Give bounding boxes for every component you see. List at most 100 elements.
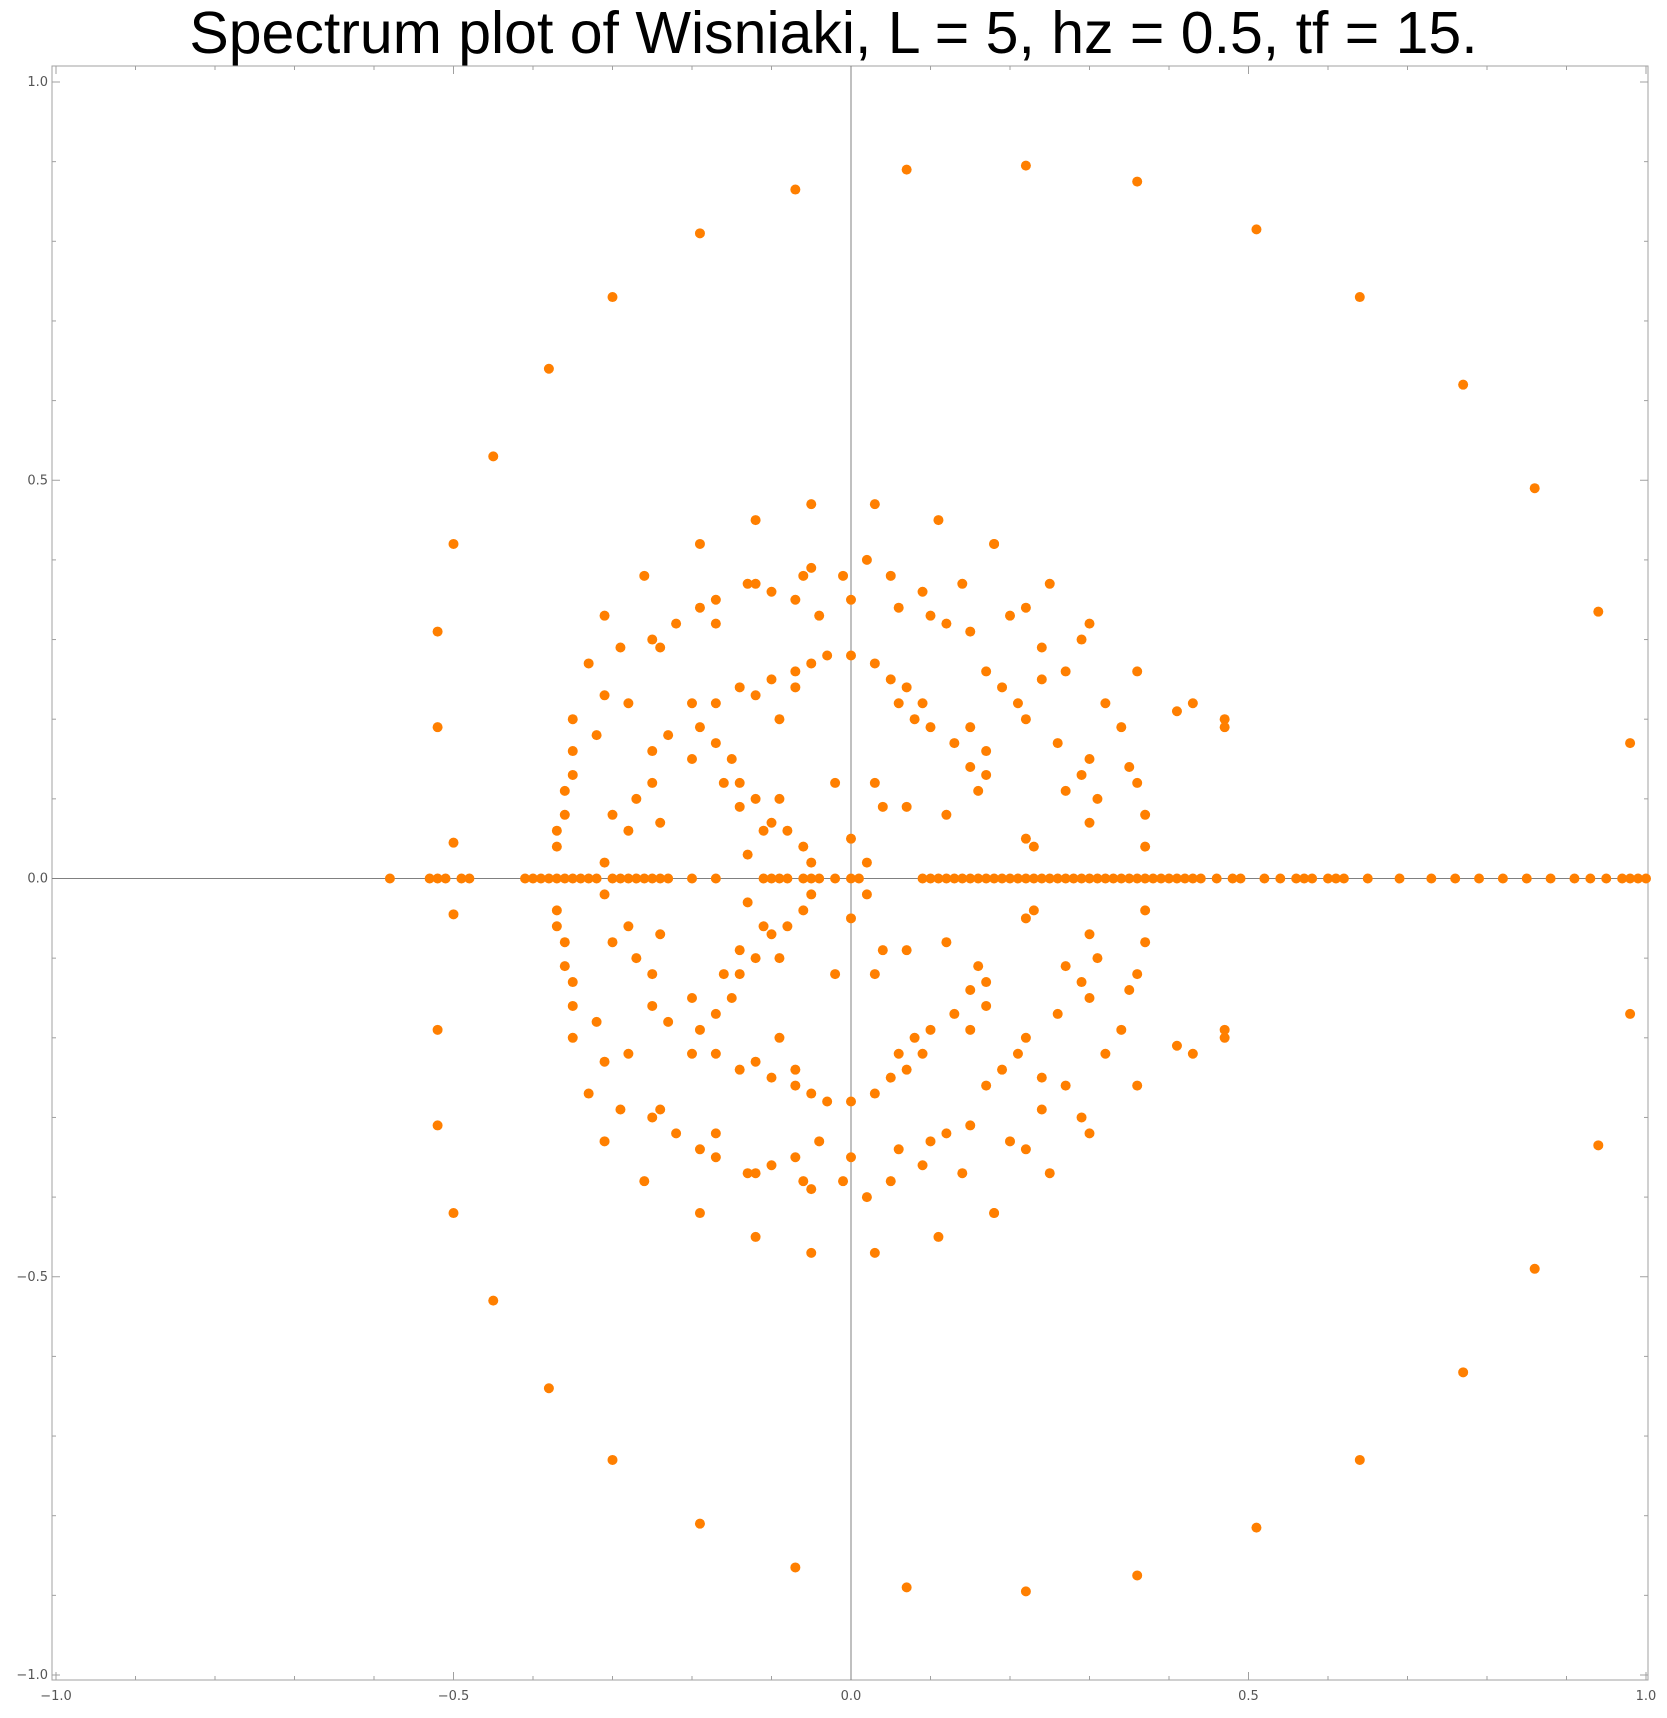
data-point bbox=[758, 825, 769, 836]
data-point bbox=[790, 594, 801, 605]
data-point bbox=[1251, 224, 1262, 235]
data-point bbox=[1005, 610, 1015, 621]
y-tick-label: 1.0 bbox=[27, 75, 48, 90]
data-point bbox=[710, 1128, 721, 1139]
data-point bbox=[917, 1160, 928, 1171]
data-point bbox=[1124, 873, 1135, 884]
data-point bbox=[853, 873, 864, 884]
data-point bbox=[734, 682, 745, 693]
data-point bbox=[1529, 1263, 1540, 1274]
data-point bbox=[1092, 793, 1103, 804]
x-tick-label: 1.0 bbox=[1636, 1689, 1657, 1704]
data-point bbox=[798, 873, 809, 884]
data-point bbox=[830, 873, 841, 884]
data-point bbox=[766, 1072, 777, 1083]
data-point bbox=[1036, 873, 1047, 884]
data-point bbox=[1020, 873, 1031, 884]
data-point bbox=[877, 801, 888, 812]
data-point bbox=[543, 1383, 554, 1394]
data-point bbox=[1084, 1128, 1095, 1139]
data-point bbox=[1569, 873, 1580, 884]
data-point bbox=[750, 793, 761, 804]
data-point bbox=[806, 1247, 817, 1258]
data-point bbox=[1235, 873, 1246, 884]
data-point bbox=[1585, 873, 1596, 884]
data-point bbox=[583, 658, 594, 669]
data-point bbox=[1211, 873, 1222, 884]
data-point bbox=[846, 594, 856, 605]
data-point bbox=[1020, 714, 1031, 725]
data-point bbox=[790, 1080, 801, 1091]
data-point bbox=[1132, 666, 1143, 677]
data-point bbox=[687, 992, 697, 1003]
data-point bbox=[543, 873, 554, 884]
data-point bbox=[551, 921, 562, 932]
data-point bbox=[750, 1231, 761, 1242]
data-point bbox=[1156, 873, 1167, 884]
data-point bbox=[869, 969, 880, 980]
data-point bbox=[925, 610, 936, 621]
data-point bbox=[1307, 873, 1318, 884]
data-point bbox=[846, 833, 856, 844]
data-point bbox=[1219, 714, 1230, 725]
data-point bbox=[806, 1184, 817, 1195]
data-point bbox=[893, 698, 904, 709]
data-point bbox=[567, 714, 578, 725]
data-point bbox=[488, 1295, 499, 1306]
data-point bbox=[448, 538, 459, 549]
data-point bbox=[559, 785, 570, 796]
data-point bbox=[647, 1000, 658, 1011]
y-tick-labels: −1.0 −0.5 0.0 0.5 1.0 bbox=[16, 75, 48, 1683]
data-point bbox=[989, 538, 1000, 549]
y-tick-label: 0.5 bbox=[27, 473, 48, 488]
data-point bbox=[1625, 738, 1636, 749]
data-point bbox=[599, 610, 610, 621]
data-point bbox=[671, 1128, 682, 1139]
data-point bbox=[846, 650, 856, 661]
series-inner-ring bbox=[384, 650, 1651, 1107]
data-point bbox=[1299, 873, 1310, 884]
data-point bbox=[694, 1024, 705, 1035]
data-point bbox=[750, 515, 761, 526]
data-point bbox=[567, 746, 578, 757]
data-point bbox=[885, 1176, 896, 1187]
data-point bbox=[758, 921, 769, 932]
data-point bbox=[965, 626, 976, 637]
data-point bbox=[1132, 1080, 1143, 1091]
data-point bbox=[1044, 1168, 1055, 1179]
data-point bbox=[997, 1064, 1008, 1075]
data-point bbox=[687, 754, 697, 765]
data-point bbox=[1132, 1570, 1143, 1581]
data-point bbox=[1195, 873, 1206, 884]
data-point bbox=[432, 873, 443, 884]
data-point bbox=[1036, 674, 1047, 685]
data-point bbox=[1084, 992, 1095, 1003]
data-point bbox=[687, 698, 697, 709]
data-point bbox=[885, 570, 896, 581]
data-point bbox=[1084, 929, 1095, 940]
data-point bbox=[551, 905, 562, 916]
data-point bbox=[981, 746, 992, 757]
data-point bbox=[734, 1064, 745, 1075]
data-point bbox=[1100, 1048, 1111, 1059]
data-point bbox=[766, 929, 777, 940]
data-point bbox=[583, 873, 594, 884]
x-tick-label: 0.0 bbox=[841, 1689, 862, 1704]
data-point bbox=[1036, 1072, 1047, 1083]
data-point bbox=[1108, 873, 1119, 884]
data-point bbox=[814, 873, 825, 884]
data-point bbox=[623, 698, 634, 709]
data-point bbox=[1601, 873, 1612, 884]
data-point bbox=[1044, 873, 1055, 884]
data-point bbox=[901, 682, 912, 693]
data-point bbox=[432, 1120, 443, 1131]
data-point bbox=[432, 626, 443, 637]
data-point bbox=[424, 873, 435, 884]
data-point bbox=[647, 746, 658, 757]
data-point bbox=[718, 969, 729, 980]
data-point bbox=[623, 825, 634, 836]
data-point bbox=[1164, 873, 1174, 884]
data-point bbox=[1625, 1008, 1636, 1019]
data-point bbox=[941, 937, 952, 948]
data-point bbox=[1362, 873, 1373, 884]
